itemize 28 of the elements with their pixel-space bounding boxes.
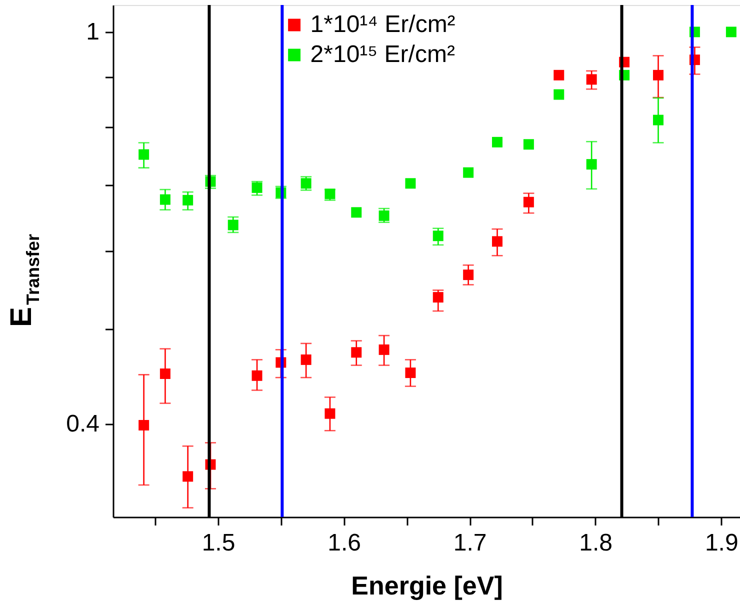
point [351, 207, 362, 218]
point [586, 74, 597, 85]
point [252, 370, 262, 381]
y-axis-title: ETransfer [5, 234, 43, 328]
point [324, 408, 336, 419]
point [523, 139, 534, 150]
legend-label: 2*10¹⁵ Er/cm² [310, 41, 455, 68]
point [378, 210, 390, 221]
x-tick-label: 1.7 [453, 530, 487, 556]
point [586, 159, 597, 170]
x-tick-label: 1.5 [202, 530, 236, 556]
point [492, 136, 502, 148]
x-tick-label: 1.6 [328, 530, 361, 556]
point [252, 182, 262, 193]
point [554, 89, 564, 100]
legend-label: 1*10¹⁴ Er/cm² [310, 11, 456, 38]
point [405, 178, 416, 189]
x-tick-label: 1.9 [704, 530, 738, 556]
point [726, 26, 736, 38]
point [300, 354, 312, 365]
y-tick-label: 1 [86, 18, 100, 46]
point [405, 368, 416, 378]
y-tick-label: 0.4 [66, 410, 100, 438]
x-tick-label: 1.8 [579, 530, 613, 556]
point [378, 344, 390, 355]
point [463, 167, 474, 178]
x-axis-title: Energie [eV] [351, 570, 503, 600]
point [554, 70, 564, 80]
